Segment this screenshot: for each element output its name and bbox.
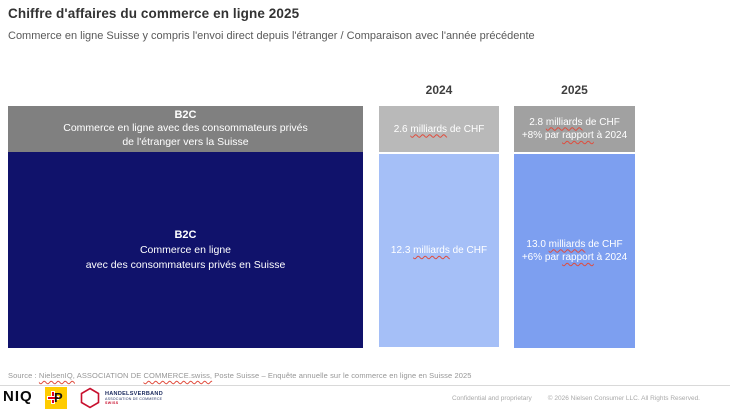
value-cell-suisse-2024: 12.3 milliards de CHF — [379, 154, 499, 347]
growth-suisse-2025: +6% par rapport à 2024 — [521, 252, 628, 263]
post-letter: P — [54, 390, 63, 405]
row-label-b2c-suisse-title: B2C — [174, 228, 197, 241]
footer-legal: Confidential and proprietary © 2026 Niel… — [452, 395, 700, 402]
row-label-b2c-abroad: B2C Commerce en ligne avec des consommat… — [8, 106, 363, 152]
row-label-b2c-abroad-line2: de l'étranger vers la Suisse — [122, 136, 249, 149]
page-subtitle: Commerce en ligne Suisse y compris l'env… — [8, 30, 535, 42]
row-label-b2c-abroad-title: B2C — [174, 108, 197, 121]
value-suisse-2025: 13.0 milliards de CHF — [526, 238, 623, 250]
niq-logo: NIQ — [3, 388, 33, 405]
row-label-b2c-suisse: B2C Commerce en ligne avec des consommat… — [8, 152, 363, 348]
confidential-note: Confidential and proprietary — [451, 395, 532, 402]
handelsverband-swiss: SWISS — [105, 401, 119, 406]
footer-divider — [0, 385, 730, 386]
handelsverband-logo: HANDELSVERBAND ASSOCIATION DE COMMERCE S… — [80, 387, 163, 409]
row-label-b2c-abroad-line1: Commerce en ligne avec des consommateurs… — [63, 122, 308, 135]
column-header-2025: 2025 — [561, 83, 588, 97]
row-label-b2c-suisse-line2: avec des consommateurs privés en Suisse — [85, 258, 286, 271]
row-label-b2c-suisse-line1: Commerce en ligne — [139, 244, 232, 257]
value-cell-abroad-2024: 2.6 milliards de CHF — [379, 106, 499, 152]
value-abroad-2024: 2.6 milliards de CHF — [393, 123, 485, 135]
handelsverband-name: HANDELSVERBAND — [105, 390, 163, 397]
value-abroad-2025: 2.8 milliards de CHF — [529, 116, 620, 128]
copyright-note: © 2026 Nielsen Consumer LLC. All Rights … — [547, 395, 700, 402]
source-note: Source : NielsenIQ, ASSOCIATION DE COMME… — [8, 371, 472, 380]
hexagon-icon — [80, 387, 100, 409]
page-title: Chiffre d'affaires du commerce en ligne … — [8, 6, 300, 21]
column-header-2024: 2024 — [425, 83, 453, 97]
post-cross-icon — [47, 395, 59, 400]
handelsverband-subtitle: ASSOCIATION DE COMMERCE — [105, 397, 163, 402]
swiss-post-logo: P — [45, 387, 67, 409]
growth-abroad-2025: +8% par rapport à 2024 — [521, 130, 628, 141]
value-suisse-2024: 12.3 milliards de CHF — [390, 245, 488, 256]
value-cell-suisse-2025: 13.0 milliards de CHF +6% par rapport à … — [514, 154, 635, 348]
value-cell-abroad-2025: 2.8 milliards de CHF +8% par rapport à 2… — [514, 106, 635, 152]
